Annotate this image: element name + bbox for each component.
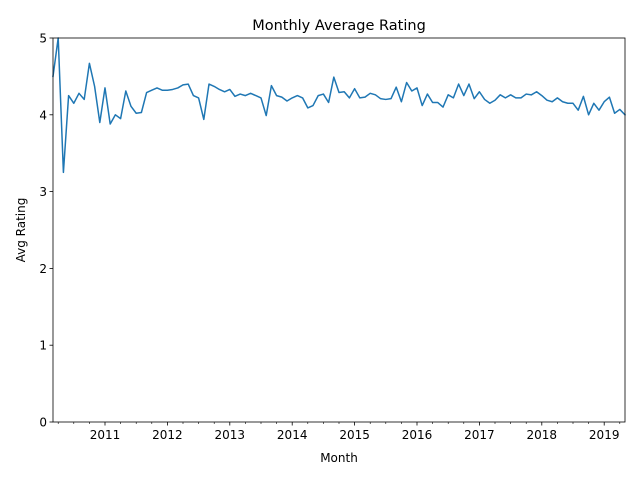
y-tick-label: 5 <box>39 32 47 46</box>
x-axis-title: Month <box>320 451 358 465</box>
x-tick-label: 2014 <box>277 428 308 442</box>
x-tick-label: 2013 <box>215 428 246 442</box>
y-tick-label: 0 <box>39 416 47 430</box>
y-axis-title: Avg Rating <box>14 198 28 263</box>
x-tick-label: 2018 <box>527 428 558 442</box>
x-tick-label: 2016 <box>402 428 433 442</box>
x-tick-label: 2019 <box>589 428 620 442</box>
x-axis: 2011 2012 2013 2014 2015 2016 2017 2018 2019 <box>90 422 620 442</box>
y-tick-label: 4 <box>39 108 47 122</box>
y-tick-label: 1 <box>39 339 47 353</box>
series-line <box>52 37 627 174</box>
chart-title: Monthly Average Rating <box>252 18 426 34</box>
y-axis: 0 1 2 3 4 5 <box>39 32 53 430</box>
x-tick-label: 2012 <box>152 428 183 442</box>
y-tick-label: 3 <box>39 185 47 199</box>
plot-frame <box>52 37 626 423</box>
y-tick-label: 2 <box>39 262 47 276</box>
x-tick-label: 2011 <box>90 428 121 442</box>
x-tick-label: 2015 <box>339 428 370 442</box>
x-tick-label: 2017 <box>464 428 495 442</box>
